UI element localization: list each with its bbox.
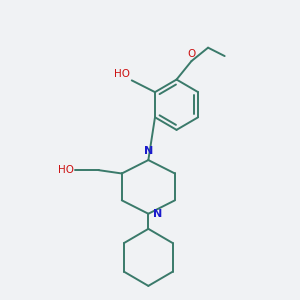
Text: N: N <box>144 146 153 156</box>
Text: HO: HO <box>114 69 130 79</box>
Text: O: O <box>187 50 196 59</box>
Text: HO: HO <box>58 165 74 175</box>
Text: N: N <box>153 209 163 219</box>
